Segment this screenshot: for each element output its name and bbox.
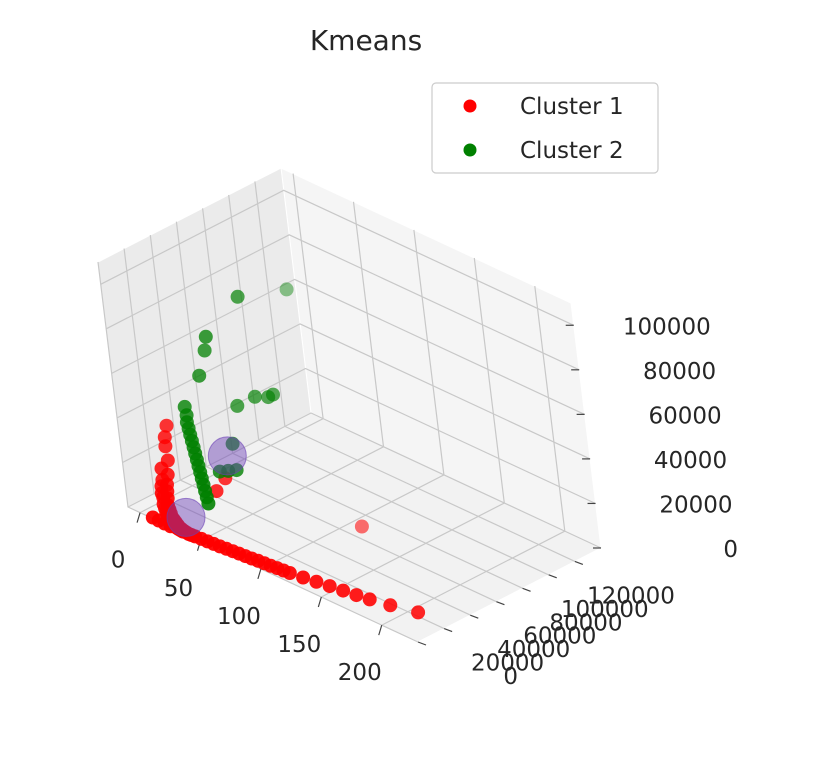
point-2-24	[230, 398, 245, 413]
z-tick-label-2: 40000	[654, 448, 727, 474]
legend-box	[431, 82, 659, 174]
z-tick-label-0: 0	[723, 537, 738, 563]
y-tick-label-3: 60000	[523, 624, 596, 650]
data-points	[145, 282, 426, 620]
y-tick-mark-5	[548, 574, 557, 579]
point-2-19	[230, 289, 245, 304]
axis-panes	[97, 167, 603, 643]
grid-z-2	[116, 323, 591, 460]
x-tick-label-1: 50	[164, 576, 193, 602]
chart-title: Kmeans	[310, 24, 422, 57]
y-tick-label-0: 0	[503, 664, 518, 690]
z-tick-label-4: 80000	[643, 359, 716, 385]
x-tick-mark-3	[317, 596, 322, 608]
point-1-53	[322, 579, 337, 594]
point-1-54	[336, 583, 351, 598]
x-tick-mark-2	[257, 568, 262, 580]
point-1-1	[160, 453, 175, 468]
point-2-0	[177, 399, 192, 414]
point-2-17	[197, 343, 212, 358]
y-tick-mark-2	[470, 614, 479, 619]
x-tick-mark-4	[378, 624, 383, 636]
legend: Cluster 1 Cluster 2	[431, 82, 659, 174]
grid-z-5	[100, 189, 574, 326]
point-1-52	[309, 574, 324, 589]
legend-marker-cluster-1	[463, 99, 477, 113]
point-1-68	[159, 418, 174, 433]
x-tick-mark-0	[136, 512, 141, 523]
z-tick-label-3: 60000	[648, 403, 721, 429]
x-tick-label-2: 100	[217, 604, 261, 630]
point-1-51	[296, 570, 311, 585]
x-tick-label-0: 0	[111, 548, 126, 574]
z-tick-label-5: 100000	[623, 314, 711, 340]
y-tick-label-6: 120000	[587, 583, 675, 609]
y-tick-label-1: 20000	[471, 651, 544, 677]
z-tick-label-1: 20000	[659, 492, 732, 518]
point-2-16	[192, 368, 207, 383]
y-tick-mark-0	[417, 641, 427, 646]
y-tick-label-2: 40000	[497, 637, 570, 663]
point-1-56	[362, 592, 377, 607]
y-tick-label-5: 100000	[561, 597, 649, 623]
grid-z-0	[127, 412, 602, 549]
y-tick-label-4: 80000	[549, 610, 622, 636]
point-2-18	[198, 329, 213, 344]
legend-label-cluster-1: Cluster 1	[520, 94, 624, 120]
point-2-20	[279, 282, 294, 297]
point-2-21	[247, 389, 262, 404]
y-tick-mark-6	[574, 560, 584, 565]
point-1-59	[354, 519, 369, 534]
y-tick-mark-3	[496, 601, 505, 606]
point-1-58	[411, 605, 426, 620]
centroid-1	[166, 497, 206, 537]
x-tick-label-3: 150	[277, 632, 321, 658]
point-1-57	[383, 598, 398, 613]
point-2-22	[261, 390, 276, 405]
legend-marker-cluster-2	[463, 143, 477, 157]
grid-z-4	[105, 234, 580, 371]
x-tick-label-4: 200	[338, 660, 382, 686]
point-1-0	[158, 439, 173, 454]
centroid-0	[207, 436, 247, 476]
legend-label-cluster-2: Cluster 2	[520, 138, 624, 164]
point-2-28	[225, 436, 240, 451]
y-tick-mark-1	[443, 628, 453, 633]
grid-lines	[97, 173, 602, 643]
point-2-15	[201, 496, 216, 511]
grid-z-3	[111, 278, 585, 415]
point-1-50	[282, 566, 297, 580]
point-1-55	[349, 588, 364, 603]
y-tick-mark-4	[522, 587, 531, 592]
